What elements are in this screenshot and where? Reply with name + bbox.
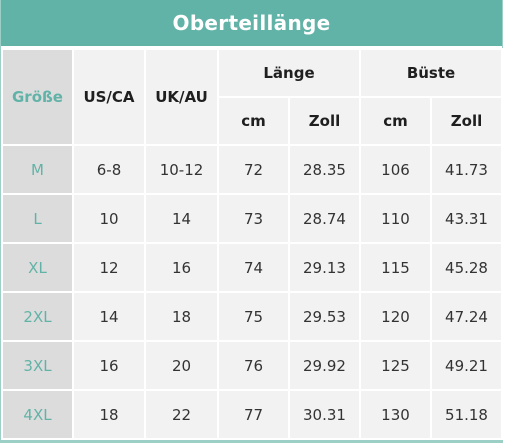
bust-cm-cell: 115 (359, 242, 432, 293)
length-cm-cell: 76 (217, 340, 290, 391)
table-row: M 6-8 10-12 72 28.35 106 41.73 (1, 144, 504, 195)
uk-au-cell: 18 (144, 291, 219, 342)
length-cm-cell: 72 (217, 144, 290, 195)
size-cell: M (1, 144, 74, 195)
bust-cm-cell: 110 (359, 193, 432, 244)
bust-cm-cell: 125 (359, 340, 432, 391)
length-cm-cell: 75 (217, 291, 290, 342)
uk-au-cell: 22 (144, 389, 219, 440)
header-us-ca: US/CA (72, 48, 146, 146)
length-inch-cell: 29.13 (288, 242, 361, 293)
uk-au-cell: 10-12 (144, 144, 219, 195)
table-row: 3XL 16 20 76 29.92 125 49.21 (1, 340, 504, 391)
size-cell: L (1, 193, 74, 244)
bust-inch-cell: 45.28 (429, 242, 504, 293)
size-cell: 3XL (1, 340, 74, 391)
bust-inch-cell: 49.21 (429, 340, 504, 391)
uk-au-cell: 14 (144, 193, 219, 244)
bust-cm-cell: 106 (359, 144, 432, 195)
length-cm-cell: 73 (217, 193, 290, 244)
length-inch-cell: 29.92 (288, 340, 361, 391)
us-ca-cell: 6-8 (72, 144, 146, 195)
header-row-top: Größe US/CA UK/AU Länge Büste (1, 48, 504, 146)
us-ca-cell: 14 (72, 291, 146, 342)
header-length-cm: cm (217, 96, 290, 146)
us-ca-cell: 12 (72, 242, 146, 293)
length-inch-cell: 28.35 (288, 144, 361, 195)
bust-inch-cell: 43.31 (429, 193, 504, 244)
size-cell: 4XL (1, 389, 74, 440)
chart-title: Oberteillänge (1, 0, 502, 48)
bust-inch-cell: 51.18 (429, 389, 504, 440)
table-row: 4XL 18 22 77 30.31 130 51.18 (1, 389, 504, 440)
uk-au-cell: 20 (144, 340, 219, 391)
header-length-inch: Zoll (288, 96, 361, 146)
header-bust-inch: Zoll (429, 96, 504, 146)
table-row: 2XL 14 18 75 29.53 120 47.24 (1, 291, 504, 342)
bust-cm-cell: 130 (359, 389, 432, 440)
uk-au-cell: 16 (144, 242, 219, 293)
size-cell: 2XL (1, 291, 74, 342)
length-inch-cell: 29.53 (288, 291, 361, 342)
header-bust-cm: cm (359, 96, 432, 146)
us-ca-cell: 18 (72, 389, 146, 440)
header-row-units: cm Zoll cm Zoll (2, 96, 504, 146)
bust-inch-cell: 41.73 (429, 144, 504, 195)
us-ca-cell: 10 (72, 193, 146, 244)
length-inch-cell: 28.74 (288, 193, 361, 244)
length-inch-cell: 30.31 (288, 389, 361, 440)
header-length: Länge (217, 48, 361, 98)
header-size: Größe (1, 48, 74, 146)
header-uk-au: UK/AU (144, 48, 219, 146)
table-row: L 10 14 73 28.74 110 43.31 (1, 193, 504, 244)
length-cm-cell: 77 (217, 389, 290, 440)
size-table: Größe US/CA UK/AU Länge Büste cm Zoll cm… (1, 48, 504, 440)
size-cell: XL (1, 242, 74, 293)
table-row: XL 12 16 74 29.13 115 45.28 (1, 242, 504, 293)
bust-inch-cell: 47.24 (429, 291, 504, 342)
length-cm-cell: 74 (217, 242, 290, 293)
bottom-divider (1, 440, 502, 443)
bust-cm-cell: 120 (359, 291, 432, 342)
header-bust: Büste (358, 48, 504, 98)
us-ca-cell: 16 (72, 340, 146, 391)
